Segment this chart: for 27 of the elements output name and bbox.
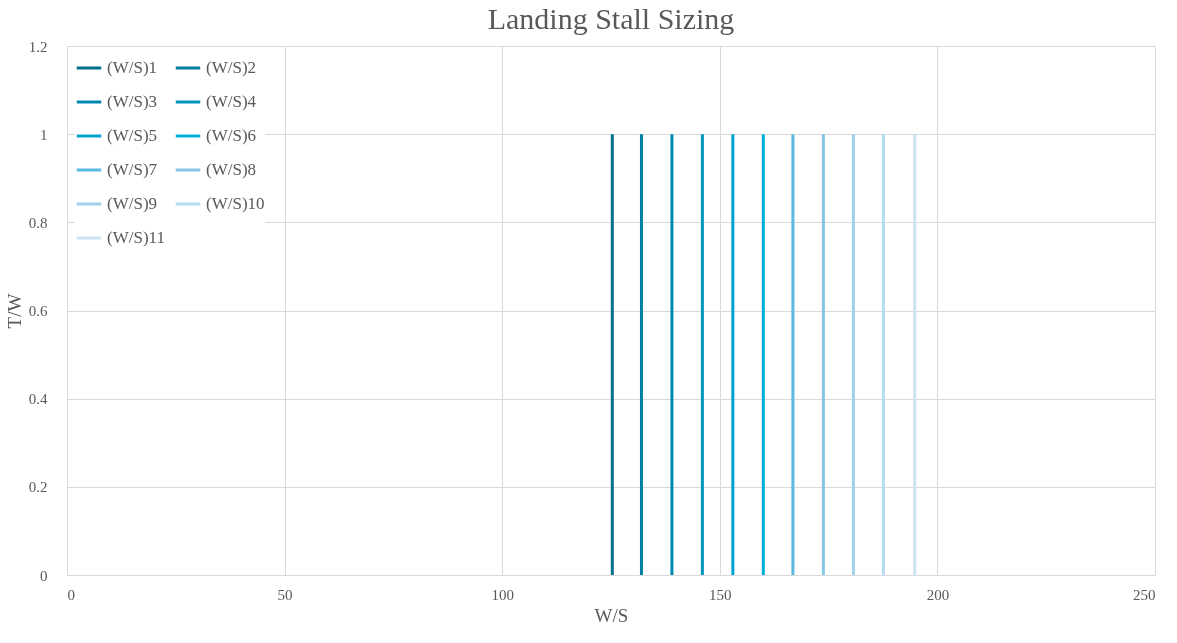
- y-axis-title: T/W: [3, 293, 25, 329]
- x-tick-label: 250: [1133, 586, 1156, 603]
- legend-label: (W/S)10: [206, 194, 265, 213]
- x-tick-label: 150: [709, 586, 732, 603]
- y-tick-label: 0.6: [28, 303, 48, 319]
- legend-label: (W/S)11: [107, 228, 165, 247]
- legend-label: (W/S)5: [107, 126, 158, 145]
- legend-label: (W/S)4: [206, 92, 257, 111]
- legend-label: (W/S)8: [206, 160, 257, 179]
- y-tick-label: 0.4: [28, 391, 48, 408]
- x-tick-label: 0: [67, 586, 75, 603]
- x-axis-title: W/S: [594, 604, 629, 626]
- y-tick-label: 0.2: [28, 479, 48, 496]
- chart-title: Landing Stall Sizing: [487, 2, 735, 35]
- y-tick-label: 1.2: [28, 38, 48, 55]
- legend-label: (W/S)1: [107, 58, 158, 77]
- legend-label: (W/S)3: [107, 92, 158, 111]
- legend-label: (W/S)9: [107, 194, 158, 213]
- x-tick-label: 200: [926, 586, 950, 603]
- y-tick-label: 0: [40, 567, 48, 584]
- legend-label: (W/S)7: [107, 160, 158, 179]
- legend-label: (W/S)2: [206, 58, 257, 77]
- x-tick-label: 50: [277, 586, 293, 603]
- legend-label: (W/S)6: [206, 126, 257, 145]
- x-tick-label: 100: [491, 586, 514, 603]
- y-tick-label: 1: [40, 126, 48, 143]
- y-tick-label: 0.8: [28, 214, 48, 231]
